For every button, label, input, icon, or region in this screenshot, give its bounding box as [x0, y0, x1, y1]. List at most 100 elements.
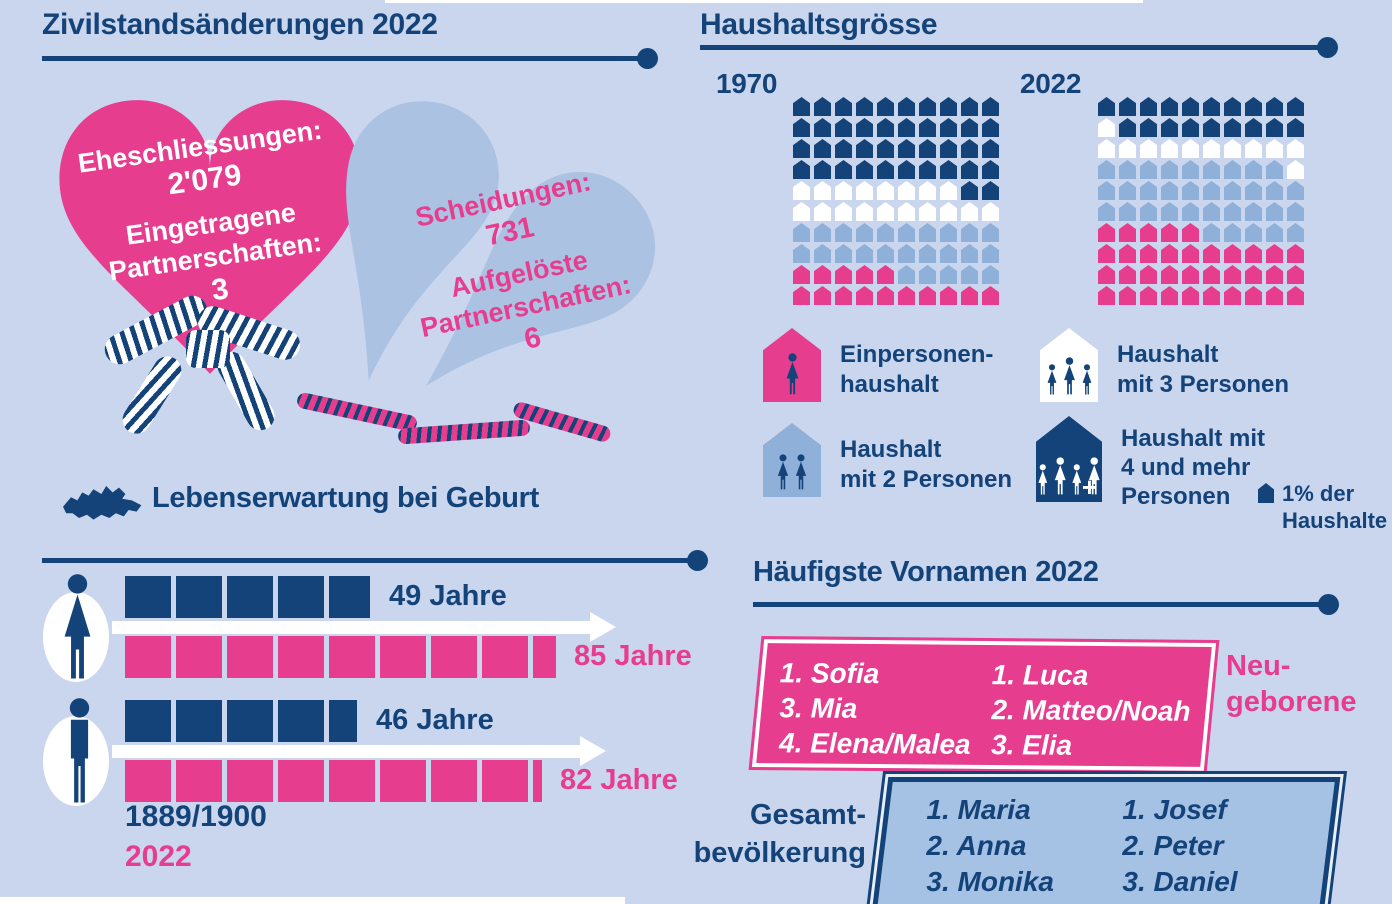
house-pictogram [814, 265, 831, 284]
person-icon [1038, 464, 1048, 495]
house-pictogram [856, 286, 873, 305]
house-pictogram [793, 265, 810, 284]
house-pictogram [898, 244, 915, 263]
house-pictogram [1098, 265, 1115, 284]
house-pictogram [982, 286, 999, 305]
switzerland-map-icon [63, 486, 142, 520]
house-pictogram [1287, 139, 1304, 158]
house-pictogram [1182, 160, 1199, 179]
house-pictogram [1182, 265, 1199, 284]
name-entry: 3. Monika [926, 866, 1054, 897]
house-pictogram [856, 265, 873, 284]
house-pictogram [1224, 202, 1241, 221]
house-pictogram [1203, 202, 1220, 221]
house-pictogram [835, 139, 852, 158]
house-pictogram [1287, 118, 1304, 137]
house-pictogram [835, 160, 852, 179]
household-grid-2022 [1098, 97, 1304, 305]
house-pictogram [793, 139, 810, 158]
house-pictogram [919, 181, 936, 200]
house-pictogram [961, 244, 978, 263]
timeline-arrow-women [112, 612, 616, 642]
year-label-2022: 2022 [1020, 68, 1082, 99]
house-pictogram [814, 139, 831, 158]
house-pictogram [961, 139, 978, 158]
house-pictogram [1161, 181, 1178, 200]
house-pictogram [856, 202, 873, 221]
house-pictogram [1119, 286, 1136, 305]
house-pictogram [961, 223, 978, 242]
person-icon [1072, 464, 1082, 495]
house-pictogram [835, 181, 852, 200]
house-pictogram [1182, 202, 1199, 221]
bar-segment [380, 636, 426, 678]
house-pictogram [1161, 265, 1178, 284]
house-pictogram [877, 223, 894, 242]
legend-item-4-person: + Haushalt mit 4 und mehr Personen [1036, 416, 1265, 510]
section-rule-haushalt [700, 37, 1338, 58]
house-pictogram [898, 118, 915, 137]
house-pictogram [1203, 223, 1220, 242]
house-pictogram [793, 286, 810, 305]
house-icon [763, 328, 821, 402]
house-pictogram [1203, 286, 1220, 305]
house-pictogram [919, 97, 936, 116]
section-title-zivilstand: Zivilstandsänderungen 2022 [42, 8, 438, 41]
legend-item-2-person: Haushalt mit 2 Personen [763, 423, 1012, 497]
house-pictogram [1203, 244, 1220, 263]
house-pictogram [1266, 286, 1283, 305]
house-pictogram [1224, 160, 1241, 179]
house-pictogram [814, 244, 831, 263]
bar-segment [227, 760, 273, 802]
house-pictogram [1098, 97, 1115, 116]
house-pictogram [1287, 223, 1304, 242]
house-pictogram [898, 286, 915, 305]
house-pictogram [835, 244, 852, 263]
house-pictogram [940, 265, 957, 284]
bar-segment [431, 636, 477, 678]
person-icon [1082, 364, 1091, 395]
house-pictogram [1182, 286, 1199, 305]
house-pictogram [1245, 181, 1262, 200]
house-pictogram [793, 118, 810, 137]
house-pictogram [814, 202, 831, 221]
house-pictogram [1119, 265, 1136, 284]
house-pictogram [1098, 244, 1115, 263]
name-entry: 2. Matteo/Noah [991, 694, 1191, 727]
house-pictogram [898, 181, 915, 200]
house-pictogram [1266, 181, 1283, 200]
women-new-value: 85 Jahre [574, 640, 692, 672]
house-pictogram [1140, 160, 1157, 179]
house-pictogram [793, 181, 810, 200]
house-pictogram [1224, 118, 1241, 137]
house-pictogram [1245, 118, 1262, 137]
house-pictogram [1287, 265, 1304, 284]
pink-heart [59, 100, 361, 374]
house-pictogram [877, 181, 894, 200]
bar-segment [125, 760, 171, 802]
house-pictogram [1224, 181, 1241, 200]
bar-segment-partial [329, 576, 370, 618]
house-pictogram [1266, 265, 1283, 284]
house-pictogram [1140, 97, 1157, 116]
bar-segment-partial [533, 760, 542, 802]
house-pictogram [814, 286, 831, 305]
era-label-2022: 2022 [125, 840, 192, 873]
house-pictogram [1245, 286, 1262, 305]
house-pictogram [982, 202, 999, 221]
men-old-value: 46 Jahre [376, 704, 494, 736]
house-pictogram [1203, 181, 1220, 200]
broken-heart-left-half [346, 101, 499, 381]
house-pictogram [1182, 244, 1199, 263]
person-icon [1047, 364, 1056, 395]
house-pictogram [856, 118, 873, 137]
house-pictogram [1119, 118, 1136, 137]
era-label-1889: 1889/1900 [125, 800, 267, 833]
name-entry: 1. Josef [1122, 794, 1227, 825]
house-pictogram [856, 223, 873, 242]
house-pictogram [1266, 139, 1283, 158]
person-icon [1063, 357, 1075, 395]
bar-segment [176, 576, 222, 618]
house-pictogram [1224, 97, 1241, 116]
